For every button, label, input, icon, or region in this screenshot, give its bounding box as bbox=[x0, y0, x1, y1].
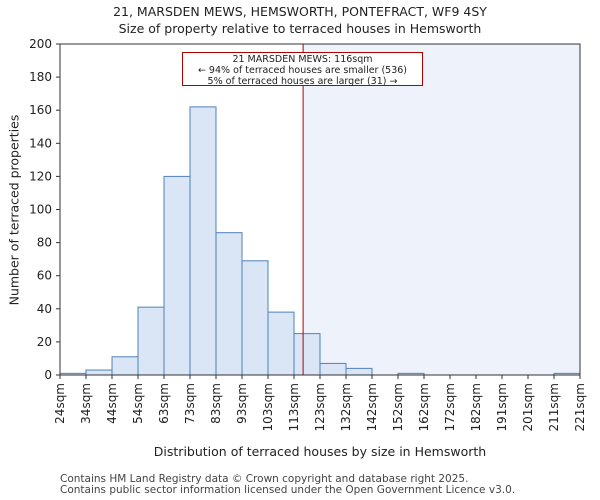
y-tick-label: 40 bbox=[37, 302, 52, 316]
y-axis-label: Number of terraced properties bbox=[6, 114, 22, 306]
x-tick-label: 54sqm bbox=[131, 383, 145, 424]
chart-subtitle: Size of property relative to terraced ho… bbox=[118, 21, 482, 36]
y-tick-label: 0 bbox=[44, 368, 52, 382]
histogram-bar bbox=[267, 311, 295, 376]
x-tick-label: 93sqm bbox=[235, 383, 249, 424]
y-tick-label: 100 bbox=[29, 203, 52, 217]
x-tick-label: 24sqm bbox=[53, 383, 67, 424]
x-tick-label: 113sqm bbox=[287, 383, 301, 431]
y-tick-label: 140 bbox=[29, 136, 52, 150]
x-tick-label: 63sqm bbox=[157, 383, 171, 424]
x-tick-label: 152sqm bbox=[391, 383, 405, 431]
footer-licence: Contains public sector information licen… bbox=[60, 484, 516, 496]
histogram-bar bbox=[319, 362, 347, 376]
larger-properties-region bbox=[303, 44, 580, 375]
property-annotation-box: 21 MARSDEN MEWS: 116sqm ← 94% of terrace… bbox=[182, 52, 423, 87]
histogram-bar bbox=[163, 175, 191, 376]
y-tick-label: 60 bbox=[37, 269, 52, 283]
y-tick-label: 200 bbox=[29, 37, 52, 51]
x-axis-label: Distribution of terraced houses by size … bbox=[153, 444, 487, 459]
histogram-bar bbox=[137, 306, 165, 376]
x-tick-label: 34sqm bbox=[79, 383, 93, 424]
y-tick-label: 120 bbox=[29, 169, 52, 183]
y-tick-label: 80 bbox=[37, 236, 52, 250]
x-tick-label: 103sqm bbox=[261, 383, 275, 431]
x-tick-label: 44sqm bbox=[105, 383, 119, 424]
x-tick-label: 123sqm bbox=[313, 383, 327, 431]
y-tick-label: 180 bbox=[29, 70, 52, 84]
annotation-line-3: 5% of terraced houses are larger (31) → bbox=[207, 76, 398, 87]
histogram-bar bbox=[85, 369, 113, 376]
histogram-bar bbox=[215, 232, 243, 376]
x-tick-label: 132sqm bbox=[339, 383, 353, 431]
x-tick-label: 172sqm bbox=[443, 383, 457, 431]
x-tick-label: 211sqm bbox=[547, 383, 561, 431]
x-tick-label: 142sqm bbox=[365, 383, 379, 431]
x-tick-label: 83sqm bbox=[209, 383, 223, 424]
histogram-bar bbox=[241, 260, 269, 376]
histogram-bar bbox=[189, 106, 217, 376]
histogram-bar bbox=[111, 356, 139, 376]
annotation-line-2: ← 94% of terraced houses are smaller (53… bbox=[197, 65, 408, 76]
histogram-bar bbox=[345, 367, 373, 376]
x-tick-label: 201sqm bbox=[521, 383, 535, 431]
annotation-line-1: 21 MARSDEN MEWS: 116sqm bbox=[232, 54, 373, 65]
y-tick-label: 20 bbox=[37, 335, 52, 349]
x-tick-label: 191sqm bbox=[495, 383, 509, 431]
x-tick-label: 162sqm bbox=[417, 383, 431, 431]
footer-copyright: Contains HM Land Registry data © Crown c… bbox=[60, 473, 469, 485]
x-tick-label: 221sqm bbox=[573, 383, 587, 431]
x-tick-label: 73sqm bbox=[183, 383, 197, 424]
x-tick-label: 182sqm bbox=[469, 383, 483, 431]
histogram-bar bbox=[293, 333, 321, 376]
y-tick-label: 160 bbox=[29, 103, 52, 117]
chart-title: 21, MARSDEN MEWS, HEMSWORTH, PONTEFRACT,… bbox=[113, 4, 487, 19]
